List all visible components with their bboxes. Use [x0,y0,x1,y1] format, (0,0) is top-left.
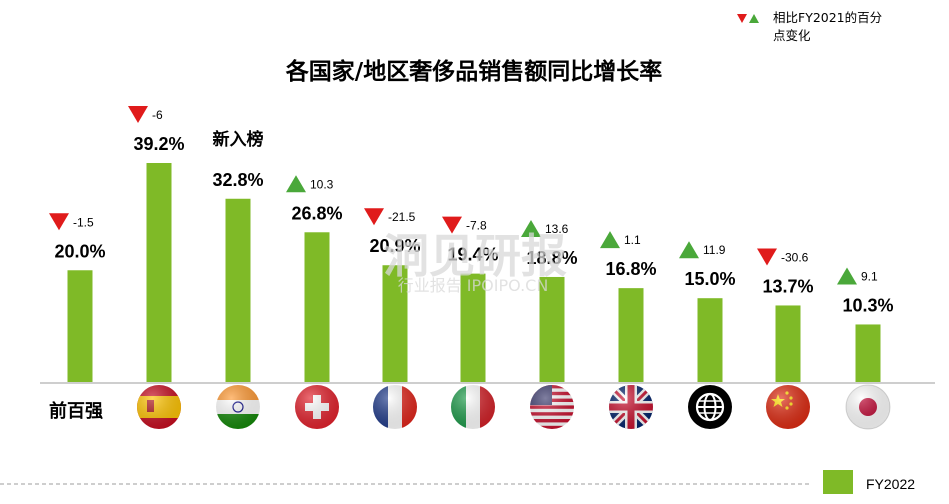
value-label: 32.8% [212,170,263,190]
change-label: 13.6 [545,222,569,236]
bar [539,276,565,382]
top-legend: 相比FY2021的百分 点变化 [737,10,882,43]
bar [146,163,172,382]
uk-flag-icon [609,385,653,429]
spain-flag-icon [137,385,181,429]
value-label: 18.8% [526,248,577,268]
france-flag-icon [373,385,417,429]
value-label: 39.2% [133,134,184,154]
value-label: 15.0% [684,269,735,289]
up-triangle-icon [286,175,306,193]
watermark-line1: 洞见研报 [383,229,567,283]
legend-text-line1: 相比FY2021的百分 [773,10,882,25]
bar [775,305,801,382]
value-label: 20.0% [54,241,105,261]
change-label: -6 [152,108,163,122]
bar [618,288,644,382]
change-label: 11.9 [703,243,726,257]
usa-flag-icon [530,385,574,429]
down-triangle-icon [757,248,777,266]
bar [382,265,408,382]
legend-fy2022-swatch [823,470,853,494]
value-label: 26.8% [291,203,342,223]
legend-text-line2: 点变化 [773,28,811,43]
bar [855,324,881,382]
down-triangle-icon [128,106,148,123]
flag-row [137,384,891,430]
new-entry-label: 新入榜 [213,129,264,150]
row-label: 前百强 [49,400,103,422]
legend-down-triangle-icon [737,14,747,23]
change-group: -1.5 -6 10.3 -21.5 -7.8 13.6 1.1 11.9 -30.6 9.1 [49,106,878,285]
value-label: 10.3% [842,295,893,315]
change-label: 9.1 [861,269,878,283]
india-flag-icon [216,385,260,429]
japan-flag-icon [845,384,891,430]
bar [67,270,93,382]
chart-title: 各国家/地区奢侈品销售额同比增长率 [285,58,662,85]
globe-icon [688,385,732,429]
italy-flag-icon [451,385,495,429]
down-triangle-icon [364,208,384,226]
watermark: 洞见研报 行业报告 IPOIPO.CN [383,229,567,295]
up-triangle-icon [521,219,541,237]
bar [304,232,330,382]
change-label: -1.5 [73,215,94,229]
up-triangle-icon [837,267,857,285]
bar-group [67,163,881,382]
legend-up-triangle-icon [749,14,759,23]
watermark-line2: 行业报告 IPOIPO.CN [398,276,549,295]
change-label: 1.1 [624,233,641,247]
change-label: 10.3 [310,177,334,191]
value-label: 13.7% [762,276,813,296]
bar [225,198,251,382]
down-triangle-icon [442,216,462,234]
value-label: 16.8% [605,259,656,279]
change-label: -7.8 [466,219,487,233]
bar [460,273,486,382]
change-label: -21.5 [388,210,416,224]
china-flag-icon [766,385,810,429]
value-label: 19.4% [447,245,498,265]
up-triangle-icon [600,231,620,249]
up-triangle-icon [679,241,699,259]
bar [697,298,723,382]
legend-fy2022-label: FY2022 [866,476,915,492]
value-label: 20.9% [369,236,420,256]
value-label-group: 20.0% 39.2% 32.8% 26.8% 20.9% 19.4% 18.8% 16.8%… [54,134,893,315]
change-label: -30.6 [781,250,809,264]
down-triangle-icon [49,213,69,231]
switzerland-flag-icon [295,385,339,429]
